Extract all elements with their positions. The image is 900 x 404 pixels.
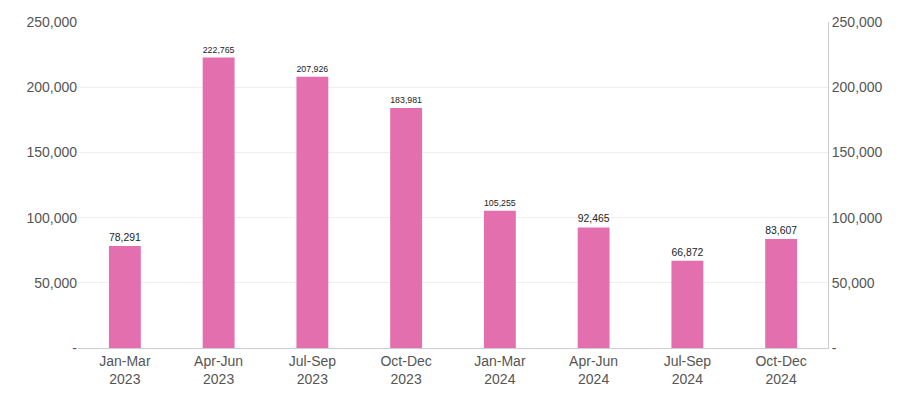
- svg-text:Jan-Mar2024: Jan-Mar2024: [474, 353, 526, 387]
- svg-text:92,465: 92,465: [578, 213, 610, 224]
- svg-text:50,000: 50,000: [34, 275, 77, 291]
- svg-text:100,000: 100,000: [832, 210, 883, 226]
- svg-text:-: -: [72, 340, 77, 356]
- svg-text:Jan-Mar2023: Jan-Mar2023: [99, 353, 151, 387]
- svg-text:66,872: 66,872: [671, 247, 703, 258]
- svg-text:100,000: 100,000: [26, 210, 77, 226]
- svg-text:83,607: 83,607: [765, 225, 797, 236]
- svg-text:Apr-Jun2024: Apr-Jun2024: [569, 353, 618, 387]
- svg-text:207,926: 207,926: [296, 64, 328, 74]
- svg-text:150,000: 150,000: [832, 144, 883, 160]
- svg-text:Jul-Sep2024: Jul-Sep2024: [664, 353, 712, 387]
- svg-text:78,291: 78,291: [109, 232, 141, 243]
- svg-text:200,000: 200,000: [832, 79, 883, 95]
- svg-text:105,255: 105,255: [484, 198, 516, 208]
- svg-text:150,000: 150,000: [26, 144, 77, 160]
- svg-text:Oct-Dec2023: Oct-Dec2023: [380, 353, 431, 387]
- svg-text:250,000: 250,000: [832, 14, 883, 30]
- svg-text:200,000: 200,000: [26, 79, 77, 95]
- svg-text:222,765: 222,765: [203, 45, 235, 55]
- svg-text:-: -: [832, 340, 837, 356]
- svg-text:Jul-Sep2023: Jul-Sep2023: [289, 353, 337, 387]
- svg-text:Oct-Dec2024: Oct-Dec2024: [755, 353, 806, 387]
- svg-text:Apr-Jun2023: Apr-Jun2023: [194, 353, 243, 387]
- svg-text:250,000: 250,000: [26, 14, 77, 30]
- svg-text:50,000: 50,000: [832, 275, 875, 291]
- svg-text:183,981: 183,981: [390, 95, 422, 105]
